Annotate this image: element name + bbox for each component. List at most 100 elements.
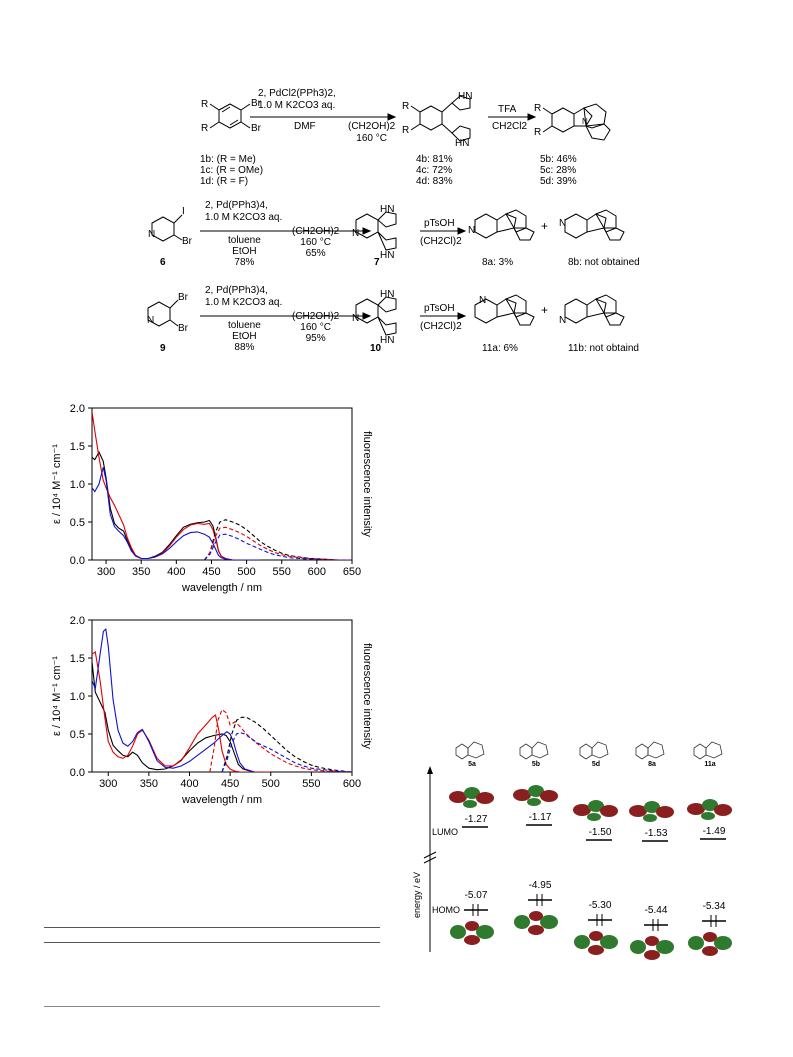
row3-solvent1a: toluene — [228, 320, 261, 331]
lumo-energy: -1.17 — [529, 812, 552, 823]
x-tick-label: 650 — [343, 566, 361, 578]
structure-icon — [647, 741, 665, 759]
y-tick-label: 1.5 — [70, 653, 85, 665]
end-label-5b: 5b: 46% — [540, 154, 577, 165]
absorption-fluorescence-chart-1: 300 350 400 450 500 550 600 650 0.0 0.5 1.0 1.5 2.0 w… — [51, 403, 373, 594]
absorption-line — [92, 450, 261, 560]
orbital-lobe — [589, 931, 603, 941]
compound-9-label: 9 — [160, 343, 166, 354]
structure-icon — [531, 741, 549, 759]
orbital-lobe — [476, 925, 494, 939]
structure-icon — [693, 743, 707, 760]
fluorescence-line — [221, 716, 352, 772]
svg-text:R: R — [402, 101, 409, 112]
orbital-lobe — [540, 790, 558, 802]
orbital-lobe — [600, 935, 618, 949]
lumo-energy: -1.53 — [645, 828, 668, 839]
orbital-lobe — [514, 915, 530, 929]
orbital-lobe — [714, 804, 732, 816]
row2-yield2: 65% — [305, 248, 326, 259]
compound-label: 5a — [468, 761, 476, 768]
orbital-lobe — [702, 799, 718, 811]
row3-solvent2: (CH2OH)2 — [292, 311, 340, 322]
start-label-1c: 1c: (R = OMe) — [200, 165, 264, 176]
row3-acid: pTsOH — [424, 303, 455, 314]
row3-temp: 160 °C — [300, 322, 331, 333]
y2-axis-label: fluorescence intensity — [361, 431, 373, 537]
orbital-lobe — [476, 792, 494, 804]
svg-text:N: N — [559, 315, 566, 326]
structure-icon — [467, 741, 485, 759]
orbital-lobe — [629, 805, 647, 817]
row2-solvent1b: EtOH — [232, 246, 257, 257]
y-axis-label: ε / 10⁴ M⁻¹ cm⁻¹ — [51, 656, 63, 736]
svg-text:Br: Br — [182, 236, 193, 247]
svg-text:HN: HN — [455, 138, 469, 149]
svg-text:N: N — [148, 229, 155, 240]
lumo-energy: -1.50 — [589, 827, 612, 838]
orbital-lobe — [528, 925, 544, 935]
x-tick-label: 350 — [140, 778, 158, 790]
svg-text:N: N — [479, 295, 486, 306]
orbital-lobe — [630, 940, 646, 954]
svg-text:HN: HN — [380, 289, 394, 300]
mid-label-4d: 4d: 83% — [416, 176, 453, 187]
x-axis-label: wavelength / nm — [181, 794, 262, 806]
row2-yield1: 78% — [234, 257, 255, 268]
orbital-lobe — [528, 785, 544, 797]
x-tick-label: 500 — [237, 566, 255, 578]
homo-energy: -5.07 — [465, 890, 488, 901]
absorption-line — [92, 411, 261, 560]
homo-energy: -5.34 — [703, 901, 726, 912]
orbital-lobe — [464, 935, 480, 945]
svg-text:I: I — [182, 206, 185, 217]
absorption-line — [92, 627, 255, 772]
x-tick-label: 600 — [308, 566, 326, 578]
svg-text:Br: Br — [178, 323, 189, 334]
compound-8a-label: 8a: 3% — [482, 257, 514, 268]
homo-label: HOMO — [432, 905, 460, 915]
orbital-lobe — [463, 800, 477, 808]
orbital-lobe — [573, 804, 591, 816]
y-tick-label: 1.0 — [70, 691, 85, 703]
y-tick-label: 0.5 — [70, 729, 85, 741]
structure-icon — [705, 741, 723, 759]
x-tick-label: 450 — [221, 778, 239, 790]
x-tick-label: 300 — [97, 566, 115, 578]
row1-solvent1: DMF — [294, 121, 316, 132]
x-axis-label: wavelength / nm — [181, 582, 262, 594]
row1-reagents-top: 2, PdCl2(PPh3)2, — [258, 88, 336, 99]
homo-energy: -5.30 — [589, 900, 612, 911]
compound-11b-label: 11b: not obtaind — [568, 343, 639, 354]
orbital-lobe — [527, 798, 541, 806]
compound-label: 5b — [532, 761, 540, 768]
y-tick-label: 0.0 — [70, 555, 85, 567]
row1-acid: TFA — [498, 104, 517, 115]
table-header-rule — [44, 942, 380, 943]
x-tick-label: 300 — [99, 778, 117, 790]
orbital-lobe — [688, 936, 704, 950]
svg-text:N: N — [147, 315, 154, 326]
fluorescence-line — [203, 519, 352, 560]
mid-label-4b: 4b: 81% — [416, 154, 453, 165]
compound-label: 5d — [592, 761, 600, 768]
compound-label: 8a — [648, 761, 656, 768]
row2-reagents-top: 2, Pd(PPh3)4, — [205, 200, 268, 211]
y2-axis-label: fluorescence intensity — [361, 643, 373, 749]
row1-reagents-base: 1.0 M K2CO3 aq. — [258, 100, 336, 111]
end-label-5c: 5c: 28% — [540, 165, 577, 176]
absorption-line — [92, 650, 271, 772]
end-label-5d: 5d: 39% — [540, 176, 577, 187]
orbital-lobe — [529, 911, 543, 921]
row2-reagents-base: 1.0 M K2CO3 aq. — [205, 212, 283, 223]
mo-energy-diagram: energy / eV LUMO HOMO 5a -1.27 -5.07 5b -1.17 -4… — [412, 741, 732, 960]
x-tick-label: 500 — [262, 778, 280, 790]
axis-break — [423, 851, 437, 859]
orbital-lobe — [540, 915, 558, 929]
row2-acid: pTsOH — [424, 218, 455, 229]
row2-acid-solvent: (CH2Cl)2 — [420, 236, 462, 247]
orbital-lobe — [644, 950, 660, 960]
svg-text:N: N — [352, 313, 359, 324]
row1-solvent2: (CH2OH)2 — [348, 121, 396, 132]
mid-label-4c: 4c: 72% — [416, 165, 453, 176]
